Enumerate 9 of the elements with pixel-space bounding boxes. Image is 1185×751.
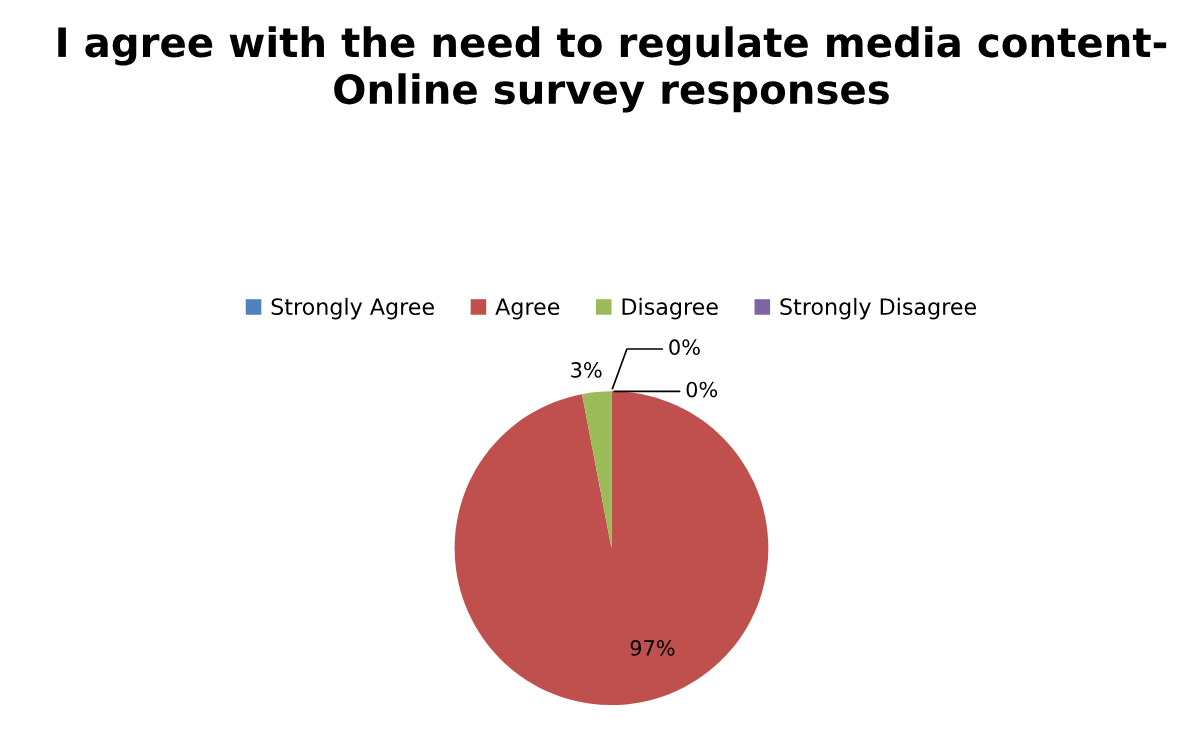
legend-label: Disagree (622, 297, 718, 320)
text: 0% (686, 381, 718, 398)
legend-label: Strongly Agree (271, 297, 434, 320)
data-label: 3% (571, 362, 602, 378)
chart-title: I agree with the need to regulate media content- Online survey responses (58, 26, 1167, 113)
text: 0% (669, 339, 700, 356)
data-label: 97% (630, 640, 675, 656)
legend-label: Agree (495, 298, 560, 320)
legend-label: Strongly Disagree (780, 297, 976, 320)
